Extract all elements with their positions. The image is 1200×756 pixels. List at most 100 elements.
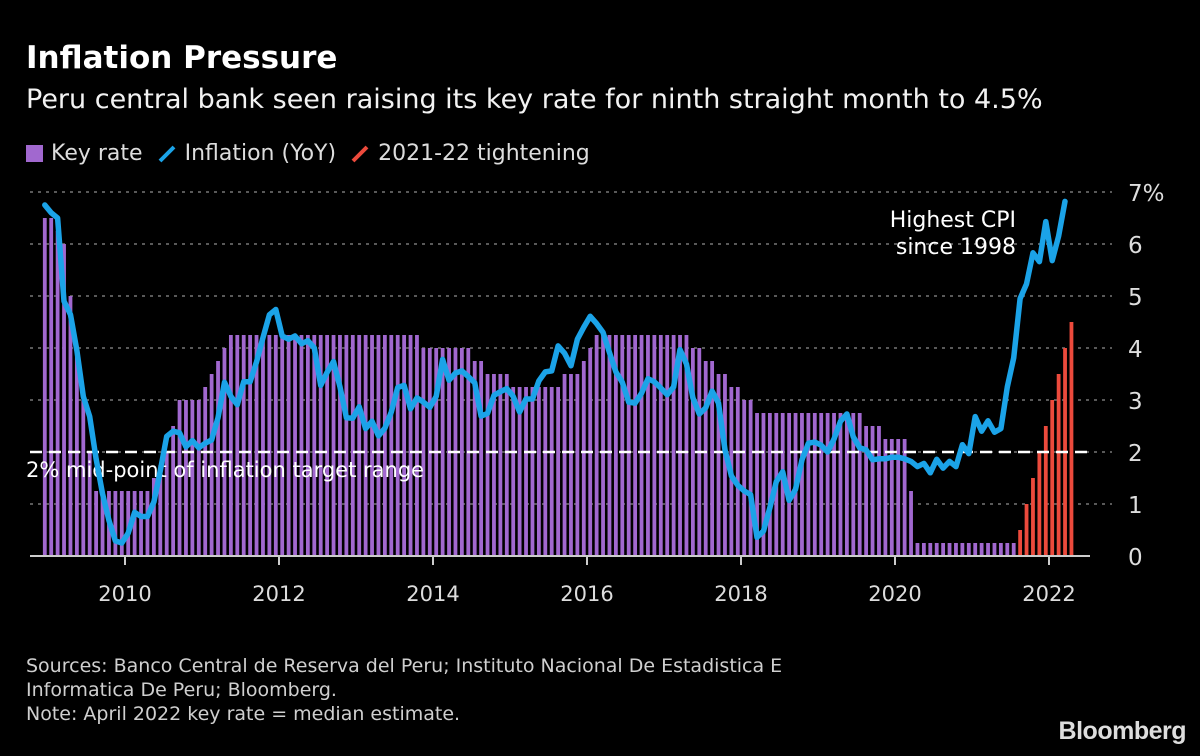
key-rate-bar (158, 465, 163, 556)
key-rate-bar (504, 374, 509, 556)
key-rate-bar (1005, 543, 1010, 556)
key-rate-bar (941, 543, 946, 556)
key-rate-bar (177, 400, 182, 556)
key-rate-bar (877, 426, 881, 556)
key-rate-bar (889, 439, 894, 556)
key-rate-bar (68, 296, 73, 556)
legend: Key rate Inflation (YoY) 2021-22 tighten… (26, 141, 590, 166)
footer: Sources: Banco Central de Reserva del Pe… (26, 654, 782, 726)
key-rate-bar (864, 426, 869, 556)
key-rate-bar (998, 543, 1003, 556)
x-tick-label: 2014 (406, 582, 459, 606)
key-rate-bars (42, 218, 1074, 556)
key-rate-bar (800, 413, 804, 556)
key-rate-bar (838, 413, 843, 556)
y-tick-label: 4 (1128, 337, 1143, 363)
note-line: Note: April 2022 key rate = median estim… (26, 703, 461, 725)
key-rate-bar (254, 335, 259, 556)
key-rate-bar (517, 387, 522, 556)
bloomberg-logo: Bloomberg (1058, 717, 1187, 745)
key-rate-bar (934, 543, 939, 556)
key-rate-bar (735, 387, 740, 556)
tightening-bar (1037, 452, 1042, 556)
sources-line: Informatica De Peru; Bloomberg. (26, 679, 337, 701)
key-rate-bar (973, 543, 978, 556)
key-rate-bar (1011, 543, 1016, 556)
tightening-bar (1069, 322, 1074, 556)
key-rate-bar (184, 400, 188, 556)
key-rate-bar (395, 335, 400, 556)
tightening-bar (1031, 478, 1035, 556)
key-rate-bar (81, 400, 86, 556)
y-tick-label: 1 (1128, 493, 1143, 519)
key-rate-bar (248, 335, 253, 556)
key-rate-bar (992, 543, 997, 556)
y-tick-label: 7% (1128, 181, 1165, 207)
key-rate-bar (639, 335, 644, 556)
key-rate-bar (338, 335, 342, 556)
key-rate-bar (100, 491, 105, 556)
chart-title: Inflation Pressure (26, 40, 338, 76)
key-rate-bar (389, 335, 394, 556)
key-rate-bar (408, 335, 413, 556)
key-rate-bar (909, 491, 913, 556)
key-rate-bar (960, 543, 965, 556)
sources-line: Sources: Banco Central de Reserva del Pe… (26, 655, 783, 677)
key-rate-bar (954, 543, 958, 556)
key-rate-bar (331, 335, 336, 556)
key-rate-bar (286, 335, 291, 556)
key-rate-bar (318, 335, 323, 556)
key-rate-bar (280, 335, 285, 556)
key-rate-bar (126, 491, 131, 556)
key-rate-bar (49, 218, 54, 556)
y-tick-label: 6 (1128, 233, 1143, 259)
legend-swatch-square-icon (26, 145, 43, 162)
x-axis: 2010 2012 2014 2016 2018 2020 2022 (98, 556, 1076, 606)
key-rate-bar (543, 387, 548, 556)
key-rate-bar (421, 348, 426, 556)
key-rate-bar (613, 335, 618, 556)
key-rate-bar (119, 491, 124, 556)
key-rate-bar (299, 335, 304, 556)
key-rate-bar (652, 335, 657, 556)
key-rate-bar (556, 387, 561, 556)
key-rate-bar (569, 374, 573, 556)
y-tick-label: 3 (1128, 389, 1143, 415)
inflation-line (42, 198, 1068, 546)
key-rate-bar (819, 413, 824, 556)
key-rate-bar (921, 543, 926, 556)
key-rate-bar (767, 413, 772, 556)
key-rate-bar (492, 374, 496, 556)
key-rate-bar (851, 413, 856, 556)
key-rate-bar (690, 348, 695, 556)
key-rate-bar (979, 543, 984, 556)
key-rate-bar (524, 387, 528, 556)
key-rate-bar (966, 543, 971, 556)
key-rate-bar (440, 348, 445, 556)
key-rate-bar (536, 387, 541, 556)
key-rate-bar (209, 374, 214, 556)
key-rate-bar (293, 335, 297, 556)
key-rate-bar (312, 335, 317, 556)
key-rate-bar (658, 335, 663, 556)
x-tick-label: 2010 (98, 582, 151, 606)
key-rate-bar (928, 543, 933, 556)
key-rate-bar (216, 361, 220, 556)
key-rate-bar (370, 335, 374, 556)
key-rate-bar (261, 335, 265, 556)
tightening-bar (1050, 400, 1055, 556)
key-rate-bar (228, 335, 233, 556)
key-rate-bar (267, 335, 272, 556)
legend-item-inflation: Inflation (YoY) (157, 141, 336, 166)
y-tick-label: 0 (1128, 545, 1143, 571)
key-rate-bar (479, 361, 484, 556)
x-tick-label: 2012 (252, 582, 305, 606)
key-rate-bar (986, 543, 990, 556)
key-rate-bar (145, 491, 150, 556)
tightening-bar (1043, 426, 1048, 556)
key-rate-bar (671, 335, 676, 556)
key-rate-bar (203, 387, 208, 556)
key-rate-bar (678, 335, 682, 556)
key-rate-bar (896, 439, 901, 556)
key-rate-bar (703, 361, 708, 556)
